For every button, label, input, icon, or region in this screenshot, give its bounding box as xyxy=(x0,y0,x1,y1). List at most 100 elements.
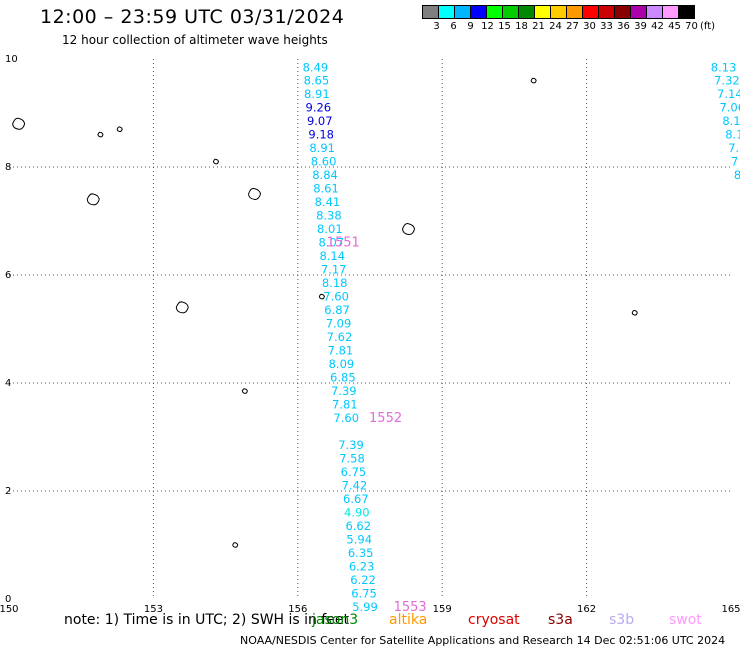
wave-height-label: 8.49 xyxy=(303,61,329,75)
wave-height-label: 8.91 xyxy=(309,141,335,155)
mission-swot: swot xyxy=(669,612,702,628)
y-tick-label: 10 xyxy=(5,54,18,65)
y-tick-label: 2 xyxy=(5,486,11,497)
color-scale-label: 24 xyxy=(549,21,562,32)
island-north-4 xyxy=(212,158,219,165)
color-scale-label: 45 xyxy=(668,21,681,32)
wave-height-label: 9.18 xyxy=(308,128,334,142)
color-scale-label: 30 xyxy=(583,21,596,32)
color-scale-label: 42 xyxy=(651,21,664,32)
wave-height-label: 6.23 xyxy=(349,560,375,574)
x-tick-label: 156 xyxy=(288,604,307,615)
wave-height-label: 7 xyxy=(731,155,738,169)
mission-jason3: jason3 xyxy=(312,612,359,628)
color-scale-labels: 3 6 9 12 15 18 21 24 27 30 33 36 39 42 45 70 (ft) xyxy=(428,21,715,32)
wave-height-label: 7.42 xyxy=(342,479,368,493)
wave-height-label: 8.65 xyxy=(304,74,330,88)
mission-cryosat: cryosat xyxy=(468,612,520,628)
wave-height-label: 7.60 xyxy=(333,411,359,425)
footer-credit: NOAA/NESDIS Center for Satellite Applica… xyxy=(240,634,726,647)
island-mid-10 xyxy=(318,293,325,300)
x-tick-label: 162 xyxy=(577,604,596,615)
wave-height-label: 8.14 xyxy=(722,114,740,128)
wave-height-label: 8 xyxy=(734,168,740,182)
wave-height-label: 6.85 xyxy=(330,371,356,385)
wave-height-label: 8.91 xyxy=(304,87,330,101)
color-scale-label: 33 xyxy=(600,21,613,32)
wave-height-label: 8.07 xyxy=(318,236,344,250)
color-scale-label: 27 xyxy=(566,21,579,32)
wave-height-label: 7.62 xyxy=(327,330,353,344)
island-northwest-2 xyxy=(97,131,104,138)
y-tick-label: 4 xyxy=(5,378,11,389)
wave-height-label: 8.14 xyxy=(319,249,345,263)
wave-height-label: 7.60 xyxy=(323,290,349,304)
wave-height-label: 8.09 xyxy=(329,357,355,371)
wave-height-label: 8.38 xyxy=(316,209,342,223)
wave-height-label: 8.60 xyxy=(311,155,337,169)
island-northwest-3 xyxy=(116,126,123,132)
wave-height-label: 5.94 xyxy=(346,533,372,547)
map-subtitle: 12 hour collection of altimeter wave hei… xyxy=(62,33,328,47)
color-scale-label: 9 xyxy=(467,21,474,32)
island-center-7 xyxy=(401,223,416,236)
map-title: 12:00 – 23:59 UTC 03/31/2024 xyxy=(40,6,345,28)
wave-height-label: 7.81 xyxy=(328,344,354,358)
wave-height-label: 7.09 xyxy=(326,317,352,331)
color-scale-label: 12 xyxy=(481,21,494,32)
island-south-13 xyxy=(232,542,239,548)
wave-height-label: 7.32 xyxy=(714,74,740,88)
wave-height-label: 7.17 xyxy=(321,263,347,277)
wave-height-label: 4.90 xyxy=(344,506,370,520)
y-tick-label: 8 xyxy=(5,162,11,173)
footer-note: note: 1) Time is in UTC; 2) SWH is in fe… xyxy=(64,612,350,628)
wave-height-label: 7.39 xyxy=(338,438,364,452)
color-swatch xyxy=(678,5,695,19)
color-scale-label: 21 xyxy=(532,21,545,32)
wave-height-label: 7.06 xyxy=(719,101,740,115)
island-north-8 xyxy=(530,77,537,84)
wave-height-label: 6.87 xyxy=(324,303,350,317)
x-tick-label: 153 xyxy=(144,604,163,615)
pass-number-label: 1552 xyxy=(369,411,402,426)
wave-height-label: 6.22 xyxy=(350,573,376,587)
mission-s3a: s3a xyxy=(548,612,573,628)
wave-height-label: 7.81 xyxy=(332,398,358,412)
wave-height-label: 8.13 xyxy=(711,61,737,75)
wave-height-label: 8.01 xyxy=(317,222,343,236)
wave-height-label: 7.39 xyxy=(331,384,357,398)
color-scale-label: 3 xyxy=(433,21,440,32)
color-scale-unit: (ft) xyxy=(700,21,716,32)
wave-height-label: 8.1 xyxy=(725,128,740,142)
wave-height-label: 7.14 xyxy=(717,87,740,101)
pass-number-label: 1553 xyxy=(394,600,427,615)
wave-height-label: 7. xyxy=(728,141,739,155)
wave-height-color-scale xyxy=(422,5,695,19)
y-tick-label: 0 xyxy=(5,594,11,605)
wave-height-label: 8.84 xyxy=(312,168,338,182)
wave-height-label: 8.41 xyxy=(315,195,341,209)
color-scale-label: 15 xyxy=(498,21,511,32)
mission-s3b: s3b xyxy=(609,612,635,628)
island-center-6 xyxy=(247,187,261,200)
wave-height-label: 9.26 xyxy=(306,101,332,115)
wave-height-label: 6.67 xyxy=(343,492,369,506)
island-south-12 xyxy=(241,388,248,394)
x-tick-label: 150 xyxy=(0,604,19,615)
wave-height-label: 6.75 xyxy=(351,587,377,601)
wave-height-label: 5.99 xyxy=(352,600,378,614)
y-tick-label: 6 xyxy=(5,270,11,281)
mission-altika: altika xyxy=(389,612,428,628)
color-scale-label: 39 xyxy=(634,21,647,32)
color-scale-label: 18 xyxy=(515,21,528,32)
wave-height-label: 9.07 xyxy=(307,114,333,128)
x-tick-label: 165 xyxy=(721,604,740,615)
island-northwest-1 xyxy=(12,117,26,130)
island-mid-9 xyxy=(175,301,189,314)
wave-height-label: 6.75 xyxy=(341,465,367,479)
pass-number-label: 1551 xyxy=(327,236,360,251)
wave-height-label: 8.18 xyxy=(322,276,348,290)
wave-height-label: 6.62 xyxy=(345,519,371,533)
x-tick-label: 159 xyxy=(433,604,452,615)
